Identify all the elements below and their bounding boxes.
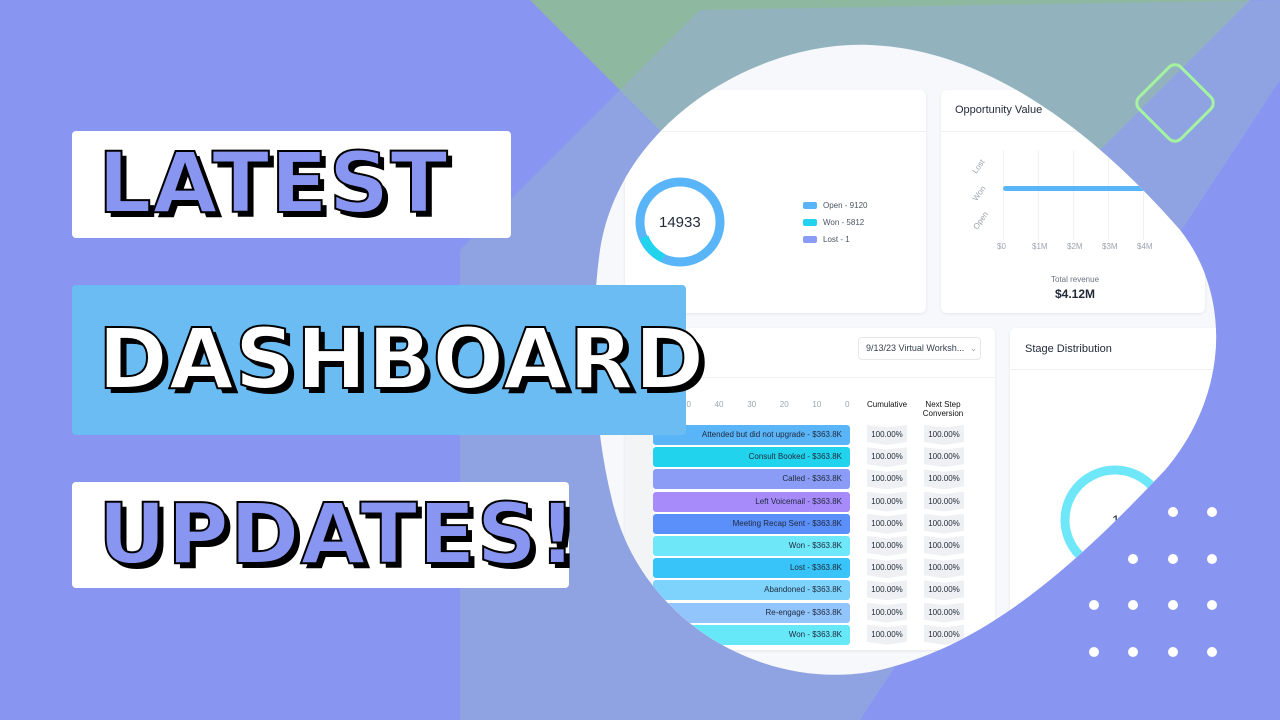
card-title: Opportunity Value — [955, 104, 1043, 116]
funnel-bar: Lost - $363.8K — [653, 558, 850, 578]
dot-decoration — [1207, 554, 1217, 564]
cumulative-cell: 100.00% — [867, 558, 907, 578]
opportunities-card: 14933 Open - 9120 Won - 5812 Lost - 1 — [625, 90, 926, 313]
cumulative-cell: 100.00% — [867, 447, 907, 467]
next-step-header: Next Step Conversion — [922, 400, 964, 418]
x-tick-label: $3M — [1102, 242, 1118, 251]
gridline — [1073, 150, 1074, 240]
legend-swatch — [803, 219, 817, 226]
dot-decoration — [1089, 600, 1099, 610]
legend-swatch — [803, 202, 817, 209]
legend-label: Open - 9120 — [823, 201, 868, 210]
cumulative-cell: 100.00% — [867, 536, 907, 556]
legend-item: Won - 5812 — [803, 218, 864, 227]
legend-swatch — [803, 236, 817, 243]
funnel-bar: Meeting Recap Sent - $363.8K — [653, 514, 850, 534]
card-title: Stage Distribution — [1025, 343, 1112, 355]
headline-line3-box: UPDATES! — [72, 482, 577, 588]
funnel-bar: Won - $363.8K — [653, 536, 850, 556]
funnel-bar: Called - $363.8K — [653, 469, 850, 489]
funnel-bar: Attended but did not upgrade - $363.8K — [653, 425, 850, 445]
axis-tick-label: 0 — [845, 400, 850, 409]
stage-center-value: 1 — [1112, 512, 1120, 528]
headline-line1-box: LATEST — [72, 131, 511, 238]
dot-decoration — [1128, 600, 1138, 610]
gridline — [1038, 150, 1039, 240]
dot-decoration — [1089, 647, 1099, 657]
funnel-dropdown[interactable]: 9/13/23 Virtual Worksh... ⌄ — [858, 337, 981, 360]
dropdown-value: 9/13/23 Virtual Worksh... — [866, 343, 965, 353]
dot-decoration — [1207, 647, 1217, 657]
y-axis-label: Open — [971, 209, 991, 232]
next-step-cell: 100.00% — [924, 469, 964, 489]
dot-decoration — [1207, 507, 1217, 517]
axis-tick-label: 50 — [682, 400, 691, 409]
gridline — [1108, 150, 1109, 240]
total-revenue-label: Total revenue — [1051, 275, 1100, 284]
dot-decoration — [1168, 554, 1178, 564]
axis-tick-label: 30 — [747, 400, 757, 409]
next-step-cell: 100.00% — [924, 603, 964, 623]
legend-label: Won - 5812 — [823, 218, 865, 227]
axis-tick-label: 20 — [779, 400, 789, 409]
cumulative-header: Cumulative — [867, 400, 908, 409]
legend-label: Lost - 1 — [823, 235, 850, 244]
headline-line3: UPDATES! — [97, 485, 578, 583]
cumulative-cell: 100.00% — [867, 425, 907, 445]
axis-tick-label: 10 — [812, 400, 822, 409]
opportunities-donut — [635, 177, 735, 277]
dot-decoration — [1168, 600, 1178, 610]
next-step-cell: 100.00% — [924, 514, 964, 534]
funnel-bar: Consult Booked - $363.8K — [653, 447, 850, 467]
x-tick-label: $1M — [1032, 242, 1048, 251]
headline-line2-box: DASHBOARD — [72, 285, 705, 435]
gridline — [1003, 150, 1004, 240]
headline-line2: DASHBOARD — [97, 310, 706, 408]
total-revenue-value: $4.12M — [1055, 287, 1096, 301]
cumulative-cell: 100.00% — [867, 580, 907, 600]
funnel-bar: Abandoned - $363.8K — [653, 580, 850, 600]
gridline — [1143, 150, 1144, 240]
chevron-down-icon: ⌄ — [969, 343, 978, 353]
next-step-cell: 100.00% — [924, 625, 964, 645]
next-step-cell: 100.00% — [924, 492, 964, 512]
cumulative-cell: 100.00% — [867, 603, 907, 623]
next-step-cell: 100.00% — [924, 425, 964, 445]
dot-decoration — [1207, 600, 1217, 610]
x-tick-label: $2M — [1067, 242, 1083, 251]
legend-item: Lost - 1 — [803, 235, 850, 244]
next-step-cell: 100.00% — [924, 580, 964, 600]
won-value-bar — [1003, 186, 1183, 191]
headline-line1: LATEST — [97, 134, 449, 232]
next-step-cell: 100.00% — [924, 447, 964, 467]
dot-decoration — [1128, 647, 1138, 657]
stage-distribution-card: Stage Distribution 1 — [1010, 328, 1220, 668]
axis-tick-label: 40 — [714, 400, 724, 409]
x-tick-label: $0 — [997, 242, 1006, 251]
funnel-card: 9/13/23 Virtual Worksh... ⌄ 50 40 30 20 10 0 … — [625, 328, 995, 650]
y-axis-label: Lost — [970, 157, 987, 176]
y-axis-label: Won — [970, 184, 988, 203]
next-step-cell: 100.00% — [924, 536, 964, 556]
next-step-cell: 100.00% — [924, 558, 964, 578]
cumulative-cell: 100.00% — [867, 514, 907, 534]
funnel-bar: Re-engage - $363.8K — [653, 603, 850, 623]
cumulative-cell: 100.00% — [867, 492, 907, 512]
legend-item: Open - 9120 — [803, 201, 867, 210]
dot-decoration — [1168, 507, 1178, 517]
funnel-bar: Left Voicemail - $363.8K — [653, 492, 850, 512]
opportunities-total: 14933 — [659, 214, 701, 231]
cumulative-cell: 100.00% — [867, 625, 907, 645]
cumulative-cell: 100.00% — [867, 469, 907, 489]
dot-decoration — [1168, 647, 1178, 657]
dot-decoration — [1128, 554, 1138, 564]
x-tick-label: $4M — [1137, 242, 1153, 251]
